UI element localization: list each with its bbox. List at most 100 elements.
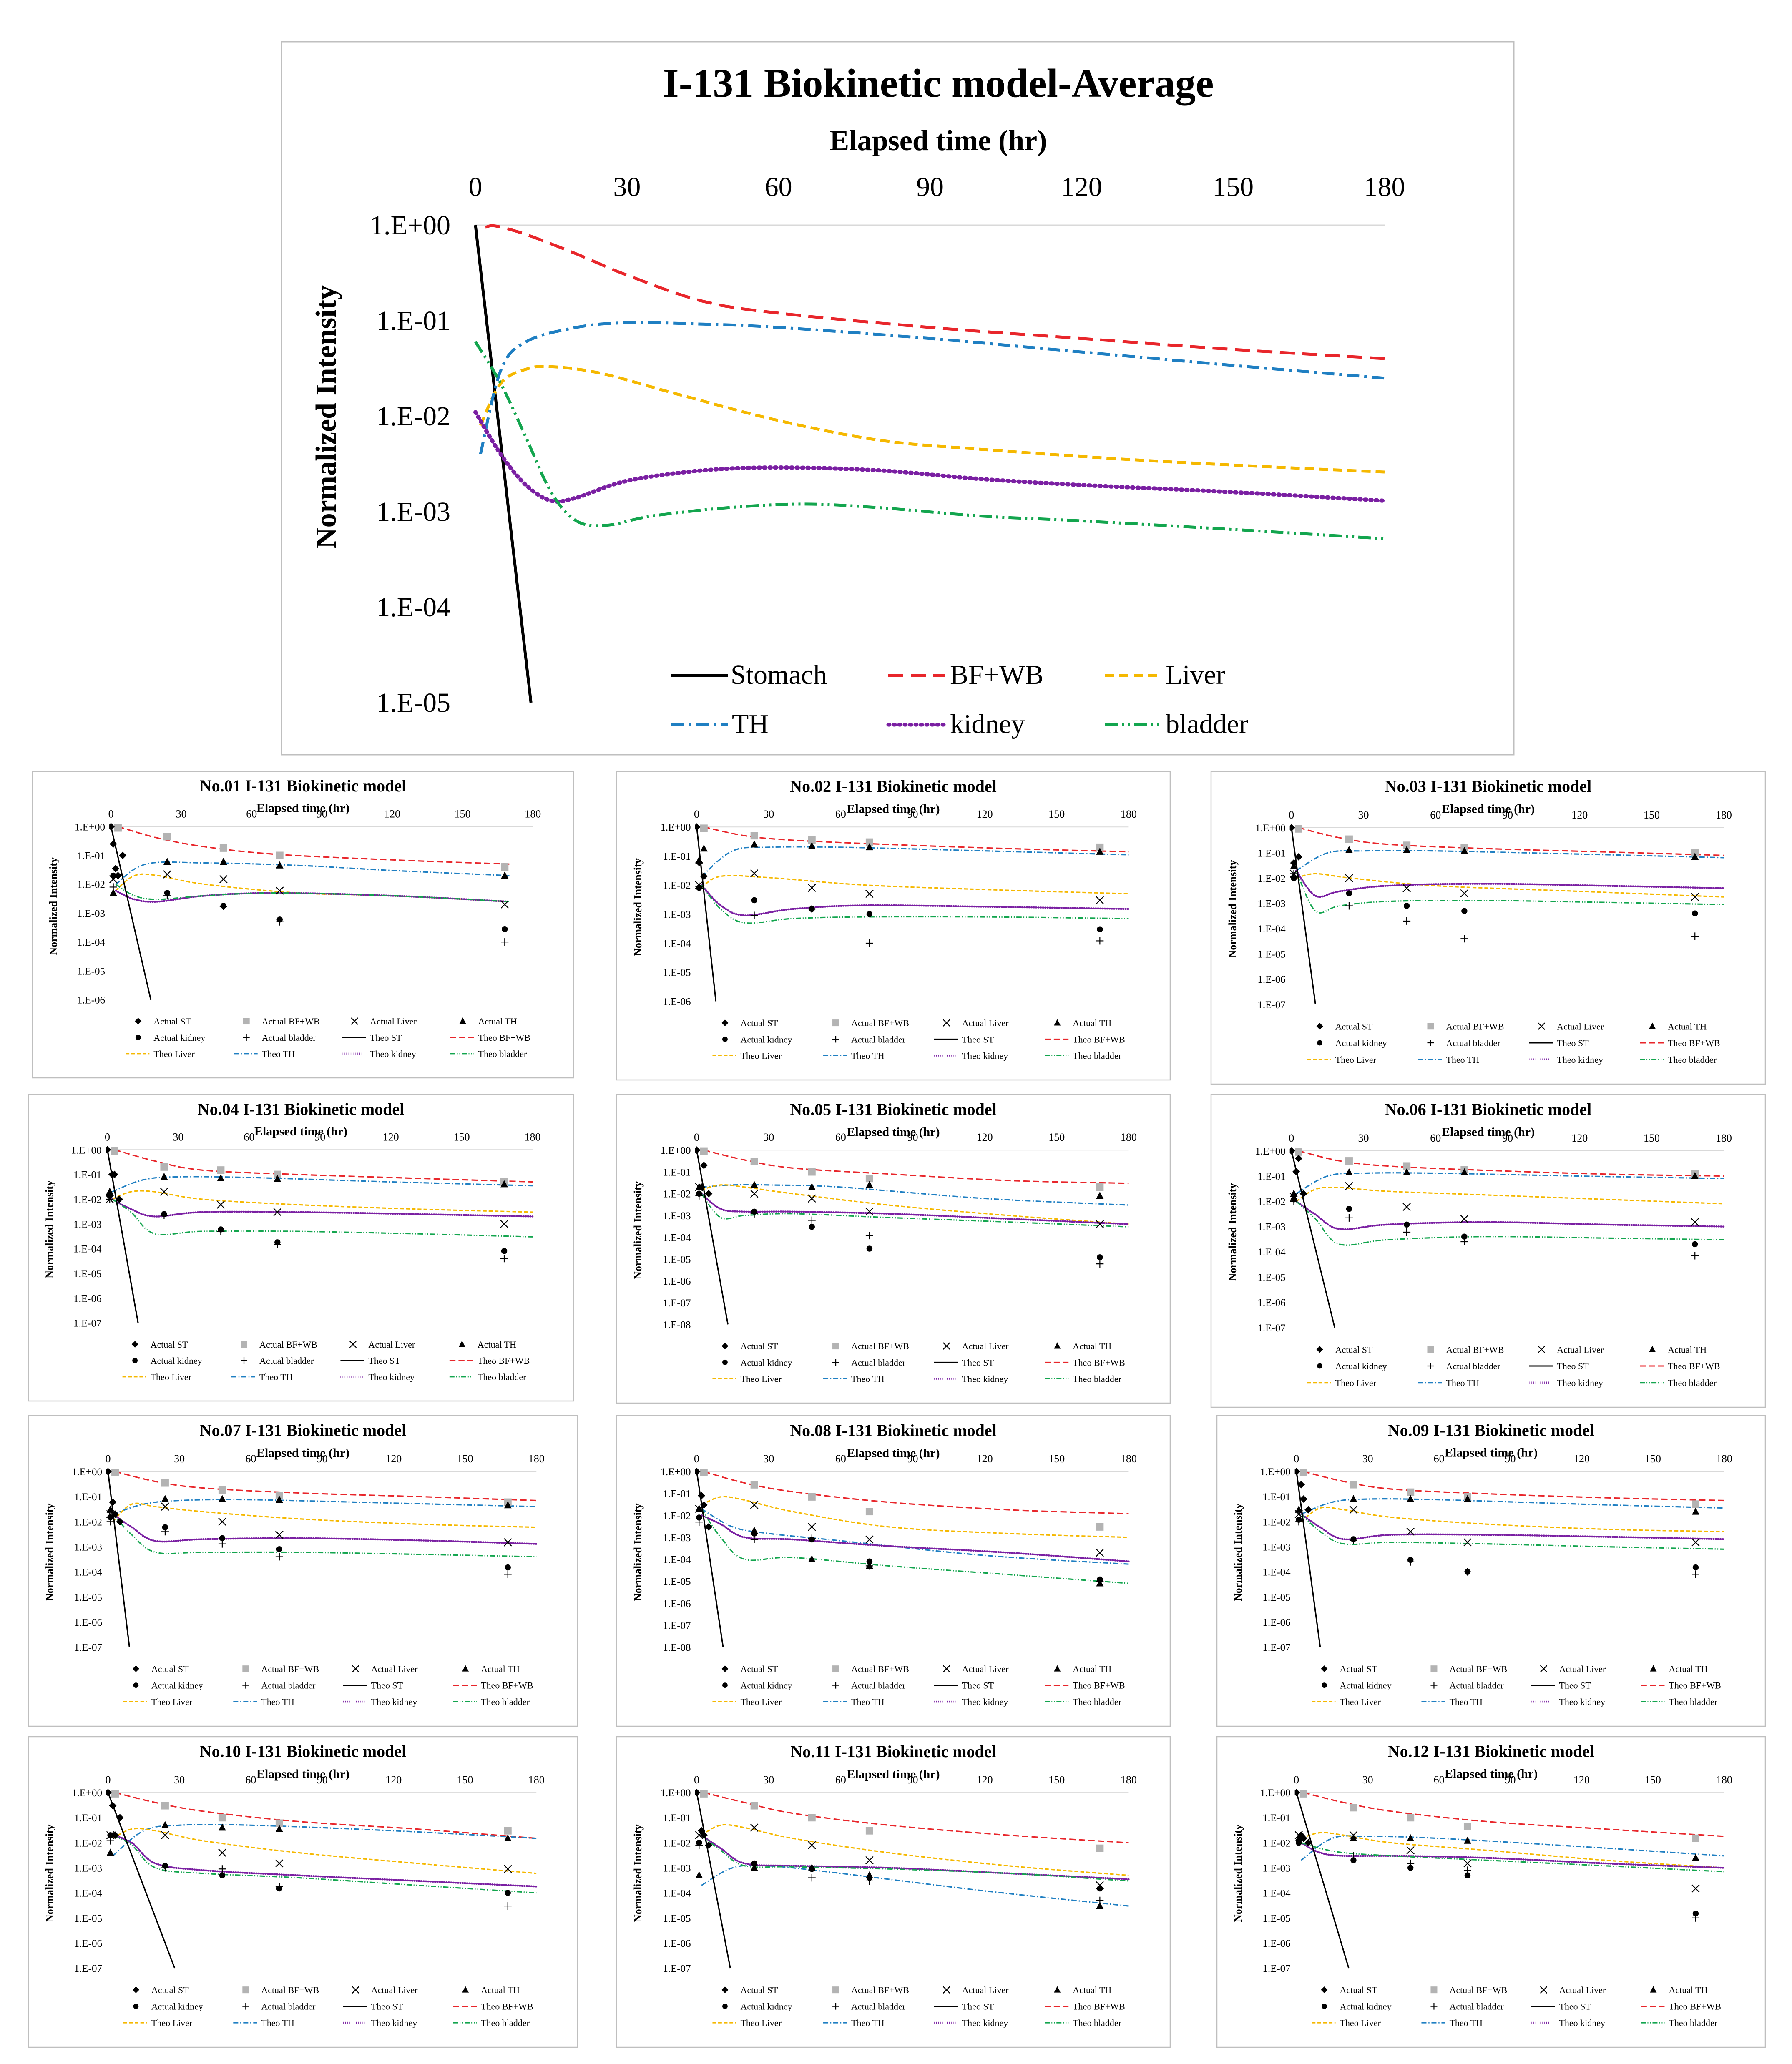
legend-swatch-actual_kidney [135,1035,141,1040]
panel-y-tick-3: 1.E-03 [74,1542,102,1553]
theo-th-line [1301,1498,1724,1515]
main-x-tick-150: 150 [1212,172,1254,202]
actual-st-point [698,1492,706,1499]
panel-x-tick-150: 150 [1048,1453,1065,1465]
panel-x-tick-120: 120 [385,1774,402,1786]
panel-frame [616,1415,1171,1727]
panel-x-tick-180: 180 [528,1774,545,1786]
legend-label-actual_bfwb: Actual BF+WB [1449,1664,1507,1674]
legend-swatch-actual_th [1054,1342,1061,1349]
theo-stomach-line [1296,1471,1321,1647]
actual-bfwb-point [111,1790,119,1798]
actual-liver-point [500,900,509,909]
actual-bladder-point [504,1902,512,1910]
panel-y-tick-3: 1.E-03 [1262,1863,1290,1874]
panel-y-axis-label: Normalized Intensity [43,1824,55,1922]
legend-entry-bfwb: BF+WB [888,660,1043,690]
actual-kidney-point [1692,1564,1699,1571]
panel-x-tick-120: 120 [977,1131,993,1143]
actual-bladder-point [218,1540,226,1548]
actual-th-point [500,1180,508,1188]
actual-bfwb-point [1691,1500,1699,1508]
actual-bladder-point [808,905,816,913]
theo-liver-line [701,1496,1129,1538]
panel-title: No.02 I-131 Biokinetic model [790,777,997,796]
legend-label-theo_kidney: Theo kidney [1557,1055,1603,1065]
legend-label-actual_liver: Actual Liver [371,1985,418,1995]
actual-bladder-point [217,1228,225,1235]
panel-x-tick-90: 90 [907,808,918,820]
actual-bladder-point [1345,902,1353,910]
theo-bfwb-line [115,1792,537,1839]
actual-th-point [1096,847,1104,855]
legend-swatch-actual_bladder [242,1682,249,1689]
legend-swatch-actual_liver [942,1986,950,1994]
actual-bfwb-point [1294,1148,1302,1156]
panel-x-tick-150: 150 [1645,1453,1661,1465]
panel-x-tick-60: 60 [835,808,846,820]
actual-bfwb-point [1463,1823,1471,1830]
legend-label-theo_kidney: Theo kidney [962,1051,1008,1061]
panel-y-tick-0: 1.E+00 [660,822,691,833]
actual-bfwb-point [1096,843,1104,851]
main-chart-title: I-131 Biokinetic model-Average [663,61,1214,106]
main-plot-area [473,224,1387,703]
actual-liver-point [750,1189,759,1198]
actual-liver-point [1096,1220,1104,1228]
actual-th-point [1345,1168,1353,1175]
legend-label-actual_st: Actual ST [151,1985,189,1995]
legend-label-theo_st: Theo ST [371,1680,403,1691]
panel-y-tick-7: 1.E-07 [73,1318,101,1329]
actual-bfwb-point [1350,1481,1357,1489]
actual-st-point [695,823,701,831]
legend-label-actual_kidney: Actual kidney [740,1034,792,1045]
panel-x-tick-60: 60 [1430,1132,1441,1144]
actual-liver-point [1691,1538,1700,1547]
actual-bladder-point [1350,1537,1357,1544]
actual-kidney-point [502,926,508,932]
panel-legend: Actual ST Actual BF+WB Actual Liver Actual … [1307,1021,1720,1065]
legend-label-theo_th: Theo TH [851,2018,885,2028]
actual-liver-point [500,1220,508,1228]
actual-bladder-point [504,1570,512,1578]
panel-y-axis-label: Normalized Intensity [43,1503,55,1601]
actual-bfwb-point [218,1486,226,1494]
legend-swatch-actual_bladder [243,1034,250,1041]
legend-swatch-actual_th [459,1017,466,1024]
actual-liver-point [1402,1203,1411,1211]
legend-label-theo_bfwb: Theo BF+WB [1669,2001,1721,2012]
panel-y-tick-3: 1.E-03 [1257,1222,1285,1233]
actual-st-point [1289,1147,1295,1155]
actual-bladder-point [1463,1866,1471,1874]
legend-label-actual_th: Actual TH [478,1016,517,1027]
panel-x-tick-0: 0 [105,1131,110,1143]
actual-st-point [119,851,127,859]
actual-kidney-point [162,1524,168,1530]
legend-label-actual_th: Actual TH [1073,1018,1111,1028]
panel-y-tick-3: 1.E-03 [77,908,105,919]
actual-bfwb-point [1345,835,1353,843]
actual-bfwb-point [865,1508,873,1516]
legend-label-theo_bladder: Theo bladder [1073,1697,1121,1707]
actual-kidney-point [1464,1872,1471,1878]
actual-st-point [1294,1155,1302,1163]
actual-liver-point [1463,1538,1472,1547]
actual-bladder-point [106,1837,114,1845]
panel-x-tick-90: 90 [317,1453,328,1465]
legend-swatch-actual_liver [942,1665,950,1672]
panel-plot-area [106,1468,538,1647]
actual-liver-point [1460,889,1469,898]
main-series-stomach [474,225,533,703]
main-panel-frame [281,41,1515,756]
panel-plot-area [1294,1789,1725,1969]
legend-label-actual_st: Actual ST [151,1339,188,1350]
actual-st-point [700,872,708,880]
panel-y-tick-1: 1.E-01 [74,1492,102,1503]
panel-y-tick-2: 1.E-02 [73,1194,101,1205]
panel-legend: Actual ST Actual BF+WB Actual Liver Actual … [1312,1985,1721,2028]
legend-swatch-actual_th [462,1665,469,1672]
legend-label-theo_bfwb: Theo BF+WB [481,2001,533,2012]
main-y-tick-4: 1.E-04 [376,592,450,623]
panel-x-axis-label: Elapsed time (hr) [847,1446,940,1460]
legend-label-actual_bladder: Actual bladder [1446,1361,1500,1371]
